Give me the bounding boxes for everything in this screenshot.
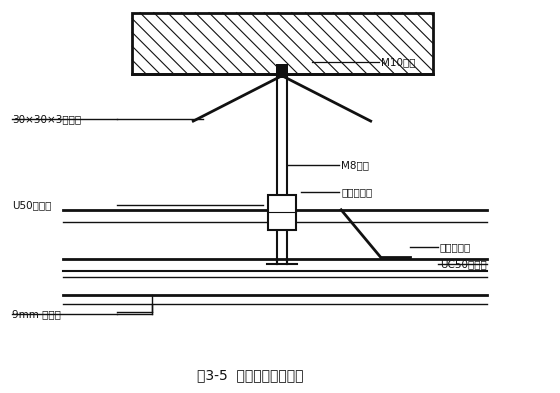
Bar: [276, 64, 288, 78]
Bar: [132, 13, 433, 74]
Text: UC50次龙骨: UC50次龙骨: [440, 259, 487, 269]
Text: U50主龙骨: U50主龙骨: [12, 200, 51, 210]
Text: M10胀栓: M10胀栓: [381, 57, 415, 67]
Text: 9mm 石膏板: 9mm 石膏板: [12, 309, 60, 319]
Bar: [268, 195, 296, 230]
Text: 30×30×3角钢件: 30×30×3角钢件: [12, 114, 81, 124]
Text: 图3-5  石膏板吊顶剖面图: 图3-5 石膏板吊顶剖面图: [197, 368, 304, 382]
Text: 主龙骨吊件: 主龙骨吊件: [341, 187, 372, 197]
Text: 次龙骨吊件: 次龙骨吊件: [440, 242, 471, 252]
Text: M8吊筋: M8吊筋: [341, 160, 369, 171]
